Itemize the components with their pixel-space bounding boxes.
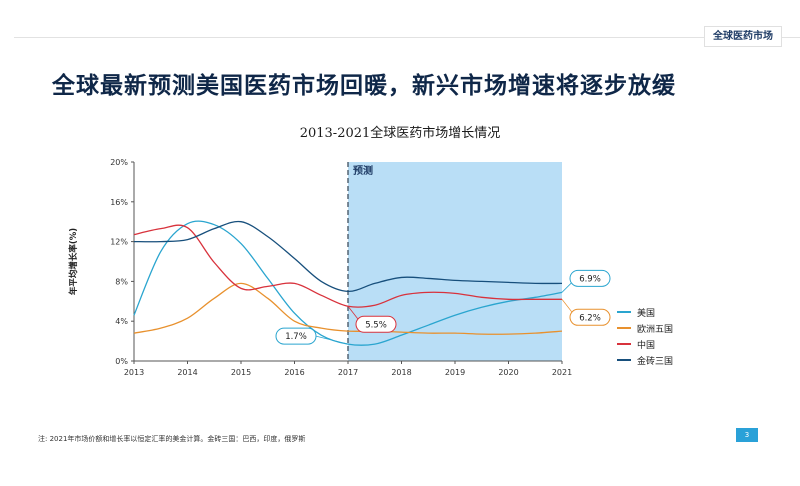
legend-item: 金砖三国 [617,352,673,368]
legend-label: 金砖三国 [637,356,674,367]
x-tick-label: 2015 [231,368,251,377]
data-label: 6.2% [579,313,601,323]
y-tick-label: 8% [115,277,128,286]
footnote: 注: 2021年市场价额和增长率以恒定汇率的美金计算。金砖三国：巴西，印度，俄罗… [38,435,306,443]
x-tick-label: 2018 [391,368,411,377]
data-label: 1.7% [285,332,307,342]
x-tick-label: 2020 [498,368,518,377]
page-number: 3 [736,428,758,442]
callout-bubble [275,327,317,345]
x-tick-label: 2017 [338,368,358,377]
forecast-label: 预测 [353,164,373,177]
legend-label: 中国 [637,340,656,351]
x-tick-label: 2016 [284,368,304,377]
callout-bubble [355,315,397,333]
legend-swatch [617,311,631,313]
legend-item: 中国 [617,336,673,352]
y-axis-label: 年平均增长率(%) [68,228,79,295]
chart-title: 2013-2021全球医药市场增长情况 [299,126,501,141]
data-label: 6.9% [579,274,601,284]
header-divider [14,37,800,38]
y-tick-label: 20% [110,158,128,167]
legend-label: 欧洲五国 [637,324,674,335]
y-tick-label: 0% [115,357,128,366]
callout-bubble [569,269,611,287]
legend-swatch [617,359,631,361]
x-tick-label: 2019 [445,368,465,377]
section-tag: 全球医药市场 [704,26,782,47]
series-line-1 [133,282,563,335]
slide-headline: 全球最新预测美国医药市场回暖，新兴市场增速将逐步放缓 [52,73,676,99]
callout-bubble [569,308,611,326]
y-tick-label: 12% [110,238,128,247]
x-tick-label: 2021 [552,368,572,377]
legend-label: 美国 [637,308,656,319]
legend-swatch [617,343,631,345]
callout-pointer [315,335,349,345]
y-tick-label: 4% [115,317,128,326]
legend-item: 欧洲五国 [617,320,673,336]
chart-legend: 美国欧洲五国中国金砖三国 [617,304,673,368]
y-tick-label: 16% [110,198,128,207]
legend-item: 美国 [617,304,673,320]
data-label: 5.5% [365,320,387,330]
legend-swatch [617,327,631,329]
x-tick-label: 2013 [124,368,144,377]
x-tick-label: 2014 [177,368,197,377]
series-line-3 [133,220,563,293]
